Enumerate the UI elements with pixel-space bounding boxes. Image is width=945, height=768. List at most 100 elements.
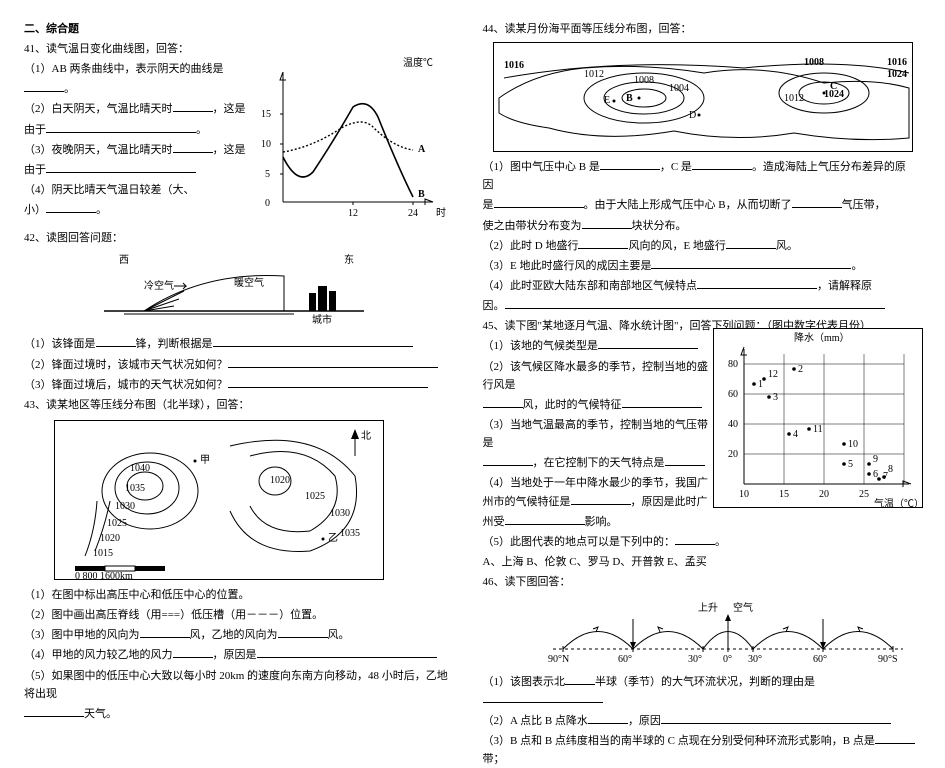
text: （1）图中气压中心 B 是 (483, 161, 600, 173)
svg-text:东: 东 (344, 253, 354, 266)
svg-text:乙: 乙 (328, 532, 338, 544)
text: （4）阴天比晴天气温日较差（大、 (24, 184, 195, 196)
q45-5: （5）此图代表的地点可以是下列中的：。 (483, 533, 916, 551)
text: （2）该气候区降水最多的季节，控制当地的盛行风是 (483, 361, 709, 391)
q43-3: （3）图中甲地的风向为风，乙地的风向为风。 (24, 626, 455, 644)
q46-3: （3）B 点和 B 点纬度相当的南半球的 C 点现在分别受何种环流形式影响，B … (483, 732, 916, 768)
svg-text:2: 2 (798, 364, 803, 375)
text: ，原因是 (213, 649, 257, 661)
blank (665, 455, 705, 466)
svg-text:90°N: 90°N (548, 654, 569, 665)
q44-1g: 使之由带状分布变为块状分布。 (483, 217, 916, 235)
q44-3: （3）E 地此时盛行风的成因主要是。 (483, 257, 916, 275)
svg-text:西: 西 (119, 255, 129, 266)
svg-text:冷空气: 冷空气 (144, 279, 174, 292)
svg-text:降水（mm）: 降水（mm） (794, 331, 850, 344)
text: （1）该图表示北 (483, 676, 566, 688)
svg-text:80: 80 (728, 359, 738, 370)
section-heading: 二、综合题 (24, 20, 455, 36)
svg-text:1020: 1020 (270, 475, 290, 486)
text: ，在它控制下的天气特点是 (533, 457, 665, 469)
ylabel: 温度℃ (403, 56, 433, 69)
svg-text:30°: 30° (748, 654, 762, 665)
svg-text:1016: 1016 (504, 60, 524, 71)
blank (697, 278, 817, 289)
text: （1）该锋面是 (24, 338, 96, 350)
blank (483, 397, 523, 408)
text: 气压带， (842, 199, 886, 211)
svg-text:10: 10 (848, 439, 858, 450)
text: 风，乙地的风向为 (190, 629, 278, 641)
q43-title: 43、读某地区等压线分布图（北半球），回答： (24, 396, 455, 414)
q44-2: （2）此时 D 地盛行 风向的风，E 地盛行 风。 (483, 237, 916, 255)
svg-text:12: 12 (348, 208, 358, 219)
svg-text:20: 20 (728, 449, 738, 460)
text: ，请解释原 (817, 280, 872, 292)
q44-4: （4）此时亚欧大陆东部和南部地区气候特点，请解释原 (483, 277, 916, 295)
text: （3）图中甲地的风向为 (24, 629, 140, 641)
q44-title: 44、读某月份海平面等压线分布图，回答： (483, 20, 916, 38)
q45-4: （4）当地处于一年中降水最少的季节，我国广州市的气候特征是，原因是此时广 (483, 474, 713, 510)
svg-text:1008: 1008 (634, 75, 654, 86)
q41-3c: 由于 (24, 161, 254, 179)
svg-text:E: E (604, 95, 610, 106)
text: （3）当地气温最高的季节，控制当地的气压带是 (483, 419, 709, 449)
blank (726, 238, 776, 249)
svg-text:B: B (626, 93, 633, 104)
q46-2: （2）A 点比 B 点降水，原因 (483, 712, 916, 730)
blank (228, 377, 428, 388)
svg-text:1012: 1012 (784, 93, 804, 104)
text: 块状分布。 (632, 220, 687, 232)
blank (140, 627, 190, 638)
text: 州受 (483, 516, 505, 528)
text: （4）甲地的风力较乙地的风力 (24, 649, 173, 661)
svg-text:1030: 1030 (330, 508, 350, 519)
text: 风向的风，E 地盛行 (628, 240, 725, 252)
q45-3: （3）当地气温最高的季节，控制当地的气压带是 (483, 416, 713, 452)
q43-1: （1）在图中标出高压中心和低压中心的位置。 (24, 586, 455, 604)
svg-text:3: 3 (773, 392, 778, 403)
svg-text:30°: 30° (688, 654, 702, 665)
blank (582, 218, 632, 229)
svg-text:8: 8 (888, 464, 893, 475)
q45-2b: 风，此时的气候特征 (483, 396, 713, 414)
text: ，这是 (213, 144, 246, 156)
text: ，原因是此时广 (631, 496, 708, 508)
q41-3: （3）夜晚阴天，气温比晴天时，这是 (24, 141, 254, 159)
svg-text:暖空气: 暖空气 (234, 276, 264, 289)
svg-text:0°: 0° (723, 654, 732, 665)
q43-5b: 天气。 (24, 705, 455, 723)
blank (565, 674, 595, 685)
text: 风。 (776, 240, 798, 252)
text: （2）此时 D 地盛行 (483, 240, 579, 252)
svg-text:9: 9 (873, 454, 878, 465)
svg-text:24: 24 (408, 208, 418, 219)
svg-text:60°: 60° (618, 654, 632, 665)
q45-opts: A、上海 B、伦敦 C、罗马 D、开普敦 E、孟买 (483, 553, 916, 571)
blank (661, 713, 891, 724)
svg-text:60: 60 (728, 389, 738, 400)
text: 。 (96, 204, 107, 216)
text: （3）E 地此时盛行风的成因主要是 (483, 260, 652, 272)
text: 小） (24, 204, 46, 216)
svg-text:40: 40 (728, 419, 738, 430)
svg-text:60°: 60° (813, 654, 827, 665)
blank (228, 357, 438, 368)
blank (505, 514, 585, 525)
blank (96, 336, 136, 347)
text: 是 (483, 199, 494, 211)
svg-text:1040: 1040 (130, 463, 150, 474)
figure-46-circulation: 上升 空气 90°N 60° 30° 0° 30° 60° 90°S (543, 599, 913, 669)
q41-2: （2）白天阴天，气温比晴天时，这是 (24, 100, 254, 118)
text: ，C 是 (660, 161, 692, 173)
text: （1）AB 两条曲线中，表示阴天的曲线是 (24, 63, 224, 75)
q41-2c: 由于。 (24, 121, 254, 139)
svg-text:C: C (830, 81, 837, 92)
text: 半球（季节）的大气环流状况，判断的理由是 (595, 676, 815, 688)
q45-3b: ，在它控制下的天气特点是 (483, 454, 713, 472)
blank (505, 298, 885, 309)
blank (46, 122, 196, 133)
svg-text:甲: 甲 (200, 455, 210, 466)
blank (483, 455, 533, 466)
svg-text:气温（℃）: 气温（℃） (874, 497, 923, 508)
